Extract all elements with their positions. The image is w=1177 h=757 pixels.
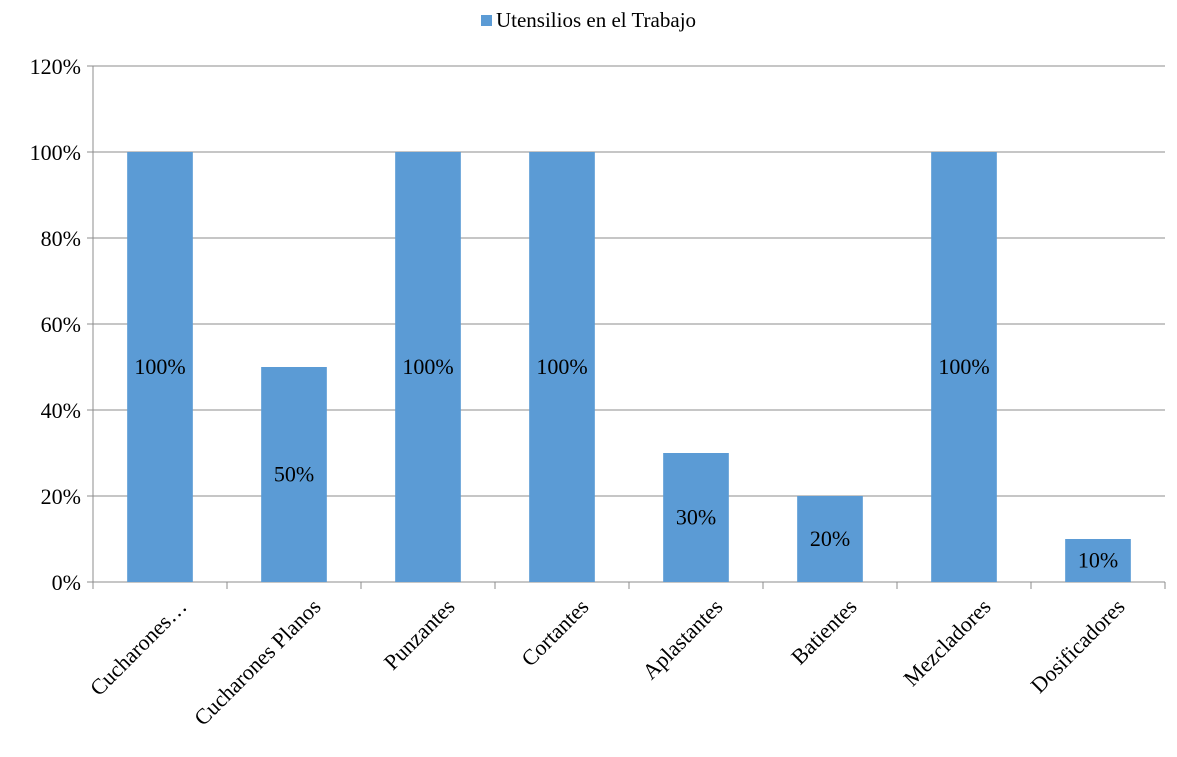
bar xyxy=(1065,539,1131,582)
data-label: 50% xyxy=(274,462,314,487)
x-tick-label: Dosificadores xyxy=(1025,594,1129,698)
bar xyxy=(529,152,595,582)
legend-swatch xyxy=(480,15,492,26)
y-tick-label: 0% xyxy=(52,570,81,595)
data-label: 100% xyxy=(938,354,989,379)
x-tick-labels: Cucharones…Cucharones Planos Punzantes Cor… xyxy=(85,594,1130,730)
data-label: 30% xyxy=(676,505,716,530)
y-tick-label: 120% xyxy=(30,54,81,79)
bar xyxy=(127,152,193,582)
y-tick-label: 20% xyxy=(41,484,81,509)
chart-legend: Utensilios en el Trabajo xyxy=(0,8,1177,33)
data-label: 20% xyxy=(810,526,850,551)
gridlines xyxy=(93,65,1165,497)
bar xyxy=(931,152,997,582)
x-tick-label: Cucharones… xyxy=(85,594,192,701)
x-tick-label: Batientes xyxy=(786,594,862,670)
data-labels: 100% 50% 100% 100% 30% 20% 100% 10% xyxy=(134,354,1118,573)
legend-label: Utensilios en el Trabajo xyxy=(495,8,697,32)
bar xyxy=(797,496,863,582)
bar xyxy=(261,367,327,582)
y-tick-labels: 0% 20% 40% 60% 80% 100% 120% xyxy=(30,54,81,595)
y-tick-label: 40% xyxy=(41,398,81,423)
y-tick-label: 80% xyxy=(41,226,81,251)
y-tick-label: 60% xyxy=(41,312,81,337)
axes xyxy=(87,65,1166,589)
x-tick-label: Punzantes xyxy=(379,594,460,675)
x-tick-label: Mezcladores xyxy=(898,594,995,691)
x-tick-label: Cortantes xyxy=(516,594,593,671)
bars xyxy=(127,152,1131,582)
data-label: 100% xyxy=(134,354,185,379)
bar xyxy=(663,453,729,582)
y-tick-label: 100% xyxy=(30,140,81,165)
x-tick-label: Aplastantes xyxy=(637,594,727,684)
data-label: 100% xyxy=(536,354,587,379)
x-tick-label: Cucharones Planos xyxy=(189,594,325,730)
bar xyxy=(395,152,461,582)
data-label: 10% xyxy=(1078,548,1118,573)
data-label: 100% xyxy=(402,354,453,379)
